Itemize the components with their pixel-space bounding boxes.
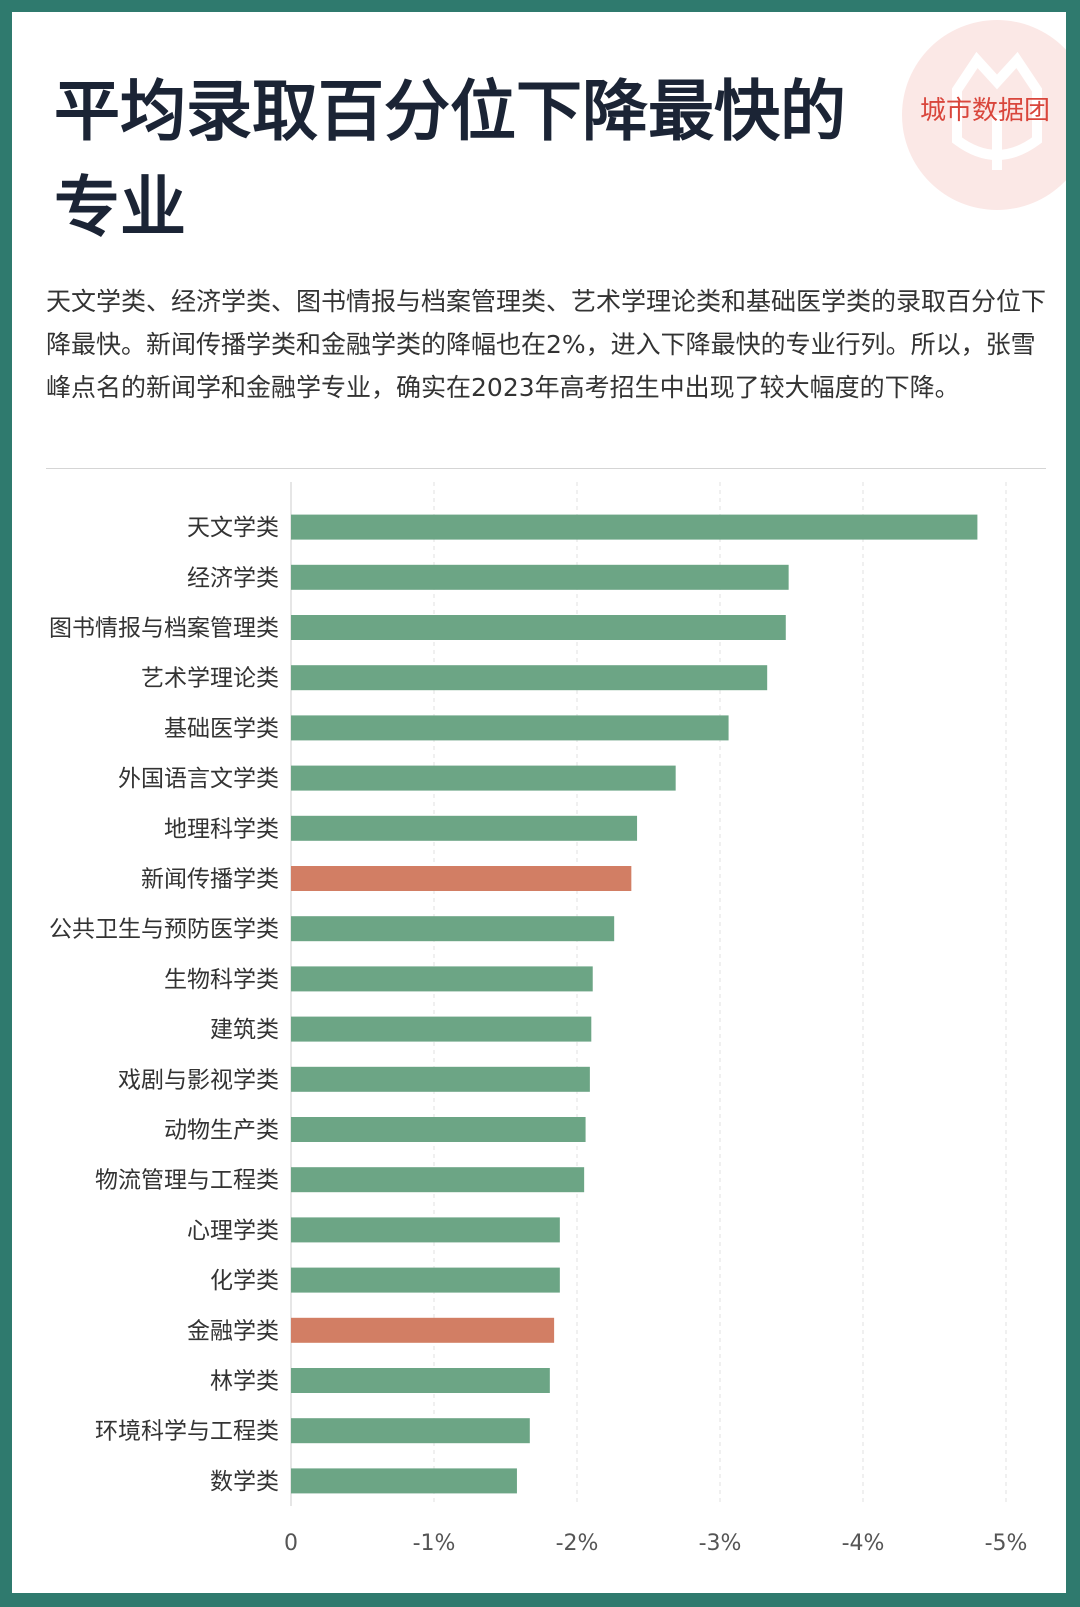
bar xyxy=(291,765,676,791)
bar xyxy=(291,1418,530,1444)
divider xyxy=(46,468,1046,469)
x-tick-label: -2% xyxy=(556,1531,599,1556)
bar xyxy=(291,1117,586,1142)
x-tick-label: 0 xyxy=(284,1531,298,1556)
category-label: 化学类 xyxy=(210,1268,279,1294)
brand-logo-icon xyxy=(902,20,1066,210)
x-tick-label: -1% xyxy=(413,1531,456,1556)
x-tick-label: -4% xyxy=(842,1531,885,1556)
x-tick-label: -3% xyxy=(699,1531,742,1556)
category-label: 建筑类 xyxy=(210,1017,279,1043)
bar xyxy=(291,715,729,741)
bar xyxy=(291,966,593,992)
bar xyxy=(291,564,789,590)
category-label: 金融学类 xyxy=(187,1318,279,1344)
category-label: 新闻传播学类 xyxy=(141,867,279,893)
bar xyxy=(291,665,768,691)
category-label: 林学类 xyxy=(210,1369,279,1395)
category-label: 外国语言文学类 xyxy=(118,766,279,792)
bar xyxy=(291,1468,517,1494)
bar xyxy=(291,514,978,540)
bar xyxy=(291,1167,585,1193)
category-label: 心理学类 xyxy=(187,1218,279,1244)
bar xyxy=(291,1217,560,1243)
bar xyxy=(291,815,638,841)
bar xyxy=(291,1066,590,1092)
category-label: 经济学类 xyxy=(187,565,279,591)
category-label: 天文学类 xyxy=(187,515,279,541)
category-label: 生物科学类 xyxy=(164,967,279,993)
bar xyxy=(291,1016,592,1042)
x-tick-label: -5% xyxy=(985,1531,1028,1556)
bar xyxy=(291,916,615,942)
bar xyxy=(291,1368,550,1393)
category-label: 物流管理与工程类 xyxy=(95,1168,279,1194)
page-title: 平均录取百分位下降最快的专业 xyxy=(54,73,846,246)
category-label: 艺术学理论类 xyxy=(141,666,279,692)
bar xyxy=(291,1317,555,1343)
category-label: 数学类 xyxy=(210,1469,279,1495)
chart-card: 城市数据团 平均录取百分位下降最快的专业 天文学类、经济学类、图书情报与档案管理… xyxy=(12,12,1066,1593)
description-text: 天文学类、经济学类、图书情报与档案管理类、艺术学理论类和基础医学类的录取百分位下… xyxy=(46,287,1047,402)
category-label: 地理科学类 xyxy=(164,816,279,842)
category-label: 戏剧与影视学类 xyxy=(118,1067,279,1093)
category-label: 环境科学与工程类 xyxy=(95,1419,279,1445)
brand-name: 城市数据团 xyxy=(920,96,1051,126)
category-label: 动物生产类 xyxy=(164,1118,279,1144)
bar xyxy=(291,866,632,891)
bar xyxy=(291,615,786,640)
category-label: 基础医学类 xyxy=(164,716,279,742)
category-label: 公共卫生与预防医学类 xyxy=(49,917,279,943)
category-label: 图书情报与档案管理类 xyxy=(49,616,279,642)
bar xyxy=(291,1267,560,1293)
bar-chart: 0 -1% -2% -3% -4% -5% 天文学类经济学类图书情报与档案管理类艺术学理论类… xyxy=(49,482,1028,1556)
